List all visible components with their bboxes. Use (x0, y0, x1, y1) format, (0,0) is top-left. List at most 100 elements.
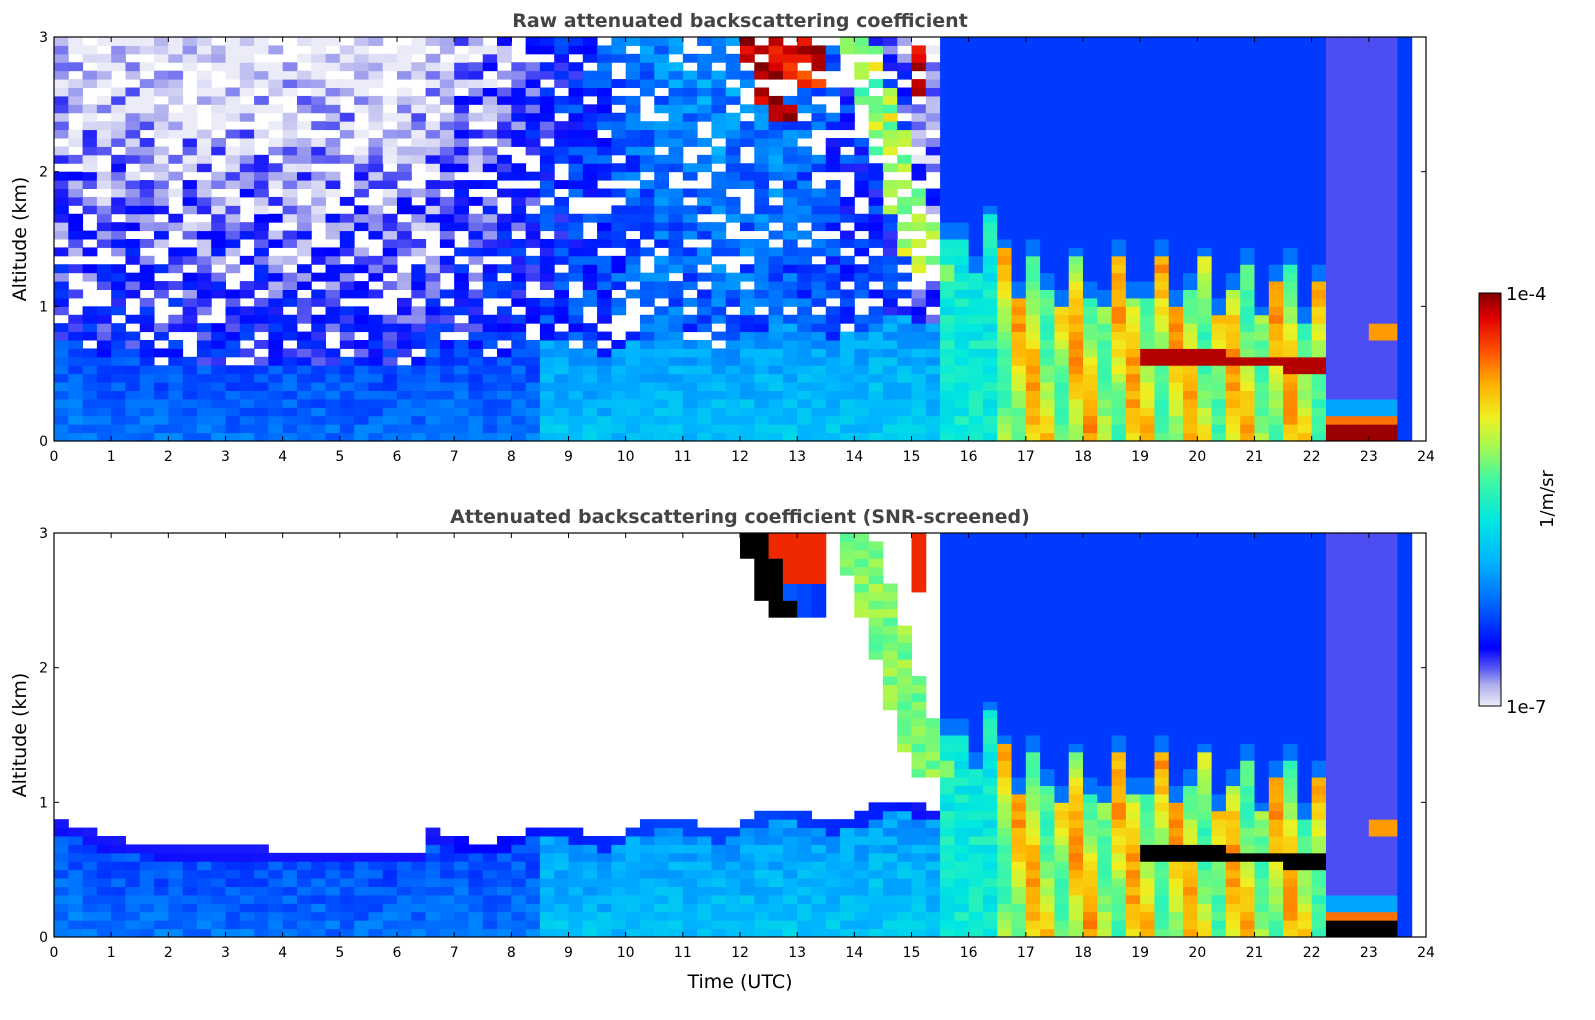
heatmap-cell (139, 852, 155, 862)
heatmap-cell (925, 398, 941, 408)
heatmap-cell (96, 928, 112, 938)
heatmap-cell (325, 112, 341, 122)
heatmap-cell (668, 87, 684, 97)
heatmap-cell (840, 297, 855, 307)
heatmap-cell (854, 37, 870, 46)
heatmap-cell (439, 852, 455, 862)
heatmap-cell (654, 264, 670, 274)
heatmap-cell (296, 272, 312, 282)
heatmap-cell (1211, 314, 1227, 324)
heatmap-cell (711, 382, 727, 391)
heatmap-cell (96, 911, 112, 921)
heatmap-cell (1225, 163, 1241, 173)
heatmap-cell (296, 121, 312, 131)
heatmap-cell (811, 575, 827, 584)
heatmap-cell (711, 827, 727, 837)
heatmap-cell (497, 163, 512, 173)
heatmap-cell (1154, 247, 1170, 257)
heatmap-cell (797, 583, 812, 593)
heatmap-cell (354, 894, 369, 904)
heatmap-cell (196, 37, 212, 46)
heatmap-cell (625, 861, 641, 871)
heatmap-cell (639, 911, 655, 921)
x-tick-label: 11 (674, 449, 692, 465)
heatmap-cell (897, 365, 912, 375)
heatmap-cell (511, 171, 527, 181)
heatmap-cell (1068, 138, 1084, 147)
heatmap-cell (1068, 112, 1084, 122)
heatmap-cell (1154, 331, 1170, 341)
heatmap-cell (1211, 239, 1227, 248)
heatmap-cell (468, 373, 484, 383)
heatmap-cell (1325, 121, 1341, 131)
heatmap-cell (311, 272, 327, 282)
heatmap-cell (825, 920, 841, 930)
heatmap-cell (840, 911, 855, 921)
heatmap-cell (897, 634, 912, 643)
heatmap-cell (1225, 373, 1241, 383)
heatmap-cell (768, 861, 784, 871)
heatmap-cell (1111, 180, 1127, 189)
heatmap-cell (1211, 281, 1227, 290)
heatmap-cell (1225, 95, 1241, 105)
heatmap-cell (882, 188, 898, 198)
heatmap-cell (568, 95, 584, 105)
heatmap-cell (897, 70, 912, 80)
heatmap-cell (111, 264, 126, 274)
heatmap-cell (668, 79, 684, 88)
heatmap-cell (668, 390, 684, 400)
heatmap-cell (1225, 37, 1241, 46)
heatmap-cell (296, 903, 312, 913)
heatmap-cell (296, 222, 312, 232)
heatmap-cell (1240, 297, 1255, 307)
heatmap-cell (897, 676, 912, 685)
heatmap-cell (911, 331, 927, 341)
heatmap-cell (940, 272, 955, 282)
heatmap-cell (382, 281, 398, 290)
heatmap-cell (1011, 382, 1027, 391)
heatmap-cell (1183, 196, 1198, 206)
heatmap-cell (1068, 382, 1084, 391)
heatmap-cell (797, 852, 812, 862)
heatmap-cell (468, 70, 484, 80)
heatmap-cell (1011, 188, 1027, 198)
heatmap-cell (1197, 95, 1213, 105)
heatmap-cell (568, 348, 584, 358)
heatmap-cell (1040, 70, 1055, 80)
heatmap-cell (654, 390, 670, 400)
heatmap-cell (154, 903, 169, 913)
heatmap-cell (768, 852, 784, 862)
heatmap-cell (511, 255, 527, 265)
heatmap-cell (1340, 348, 1356, 358)
heatmap-cell (1040, 154, 1055, 164)
heatmap-cell (254, 432, 269, 442)
heatmap-cell (211, 432, 226, 442)
heatmap-cell (597, 146, 612, 156)
heatmap-cell (711, 45, 727, 55)
heatmap-cell (940, 407, 955, 417)
heatmap-cell (425, 340, 441, 349)
heatmap-cell (754, 104, 770, 114)
heatmap-cell (125, 171, 141, 181)
heatmap-cell (1054, 331, 1070, 341)
heatmap-cell (1140, 171, 1155, 181)
heatmap-cell (754, 878, 770, 887)
heatmap-cell (1283, 432, 1298, 442)
heatmap-cell (682, 272, 698, 282)
heatmap-cell (954, 180, 970, 189)
heatmap-cell (1283, 79, 1298, 88)
heatmap-cell (1125, 222, 1141, 232)
heatmap-cell (1354, 255, 1370, 265)
heatmap-cell (1297, 373, 1313, 383)
heatmap-cell (182, 180, 198, 189)
heatmap-cell (1040, 196, 1055, 206)
heatmap-cell (1268, 356, 1284, 366)
heatmap-cell (1368, 356, 1384, 366)
heatmap-cell (68, 415, 84, 425)
heatmap-cell (125, 129, 141, 139)
heatmap-cell (925, 331, 941, 341)
heatmap-cell (397, 390, 412, 400)
heatmap-cell (439, 306, 455, 316)
heatmap-cell (611, 37, 627, 46)
heatmap-cell (296, 154, 312, 164)
